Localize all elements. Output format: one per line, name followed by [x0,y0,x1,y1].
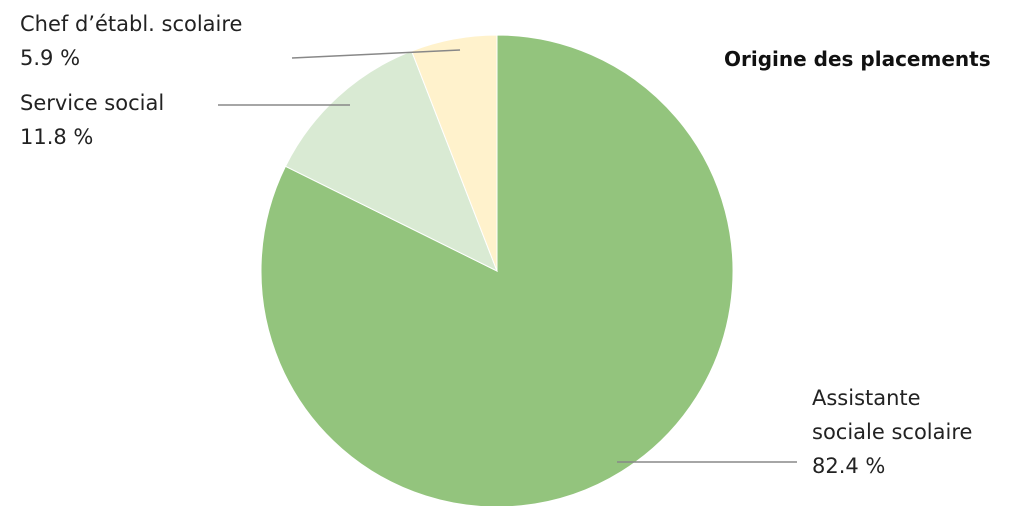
slice-category-label: Assistante [812,386,921,410]
pie-slice-chef-d-tabl-scolaire [410,34,498,272]
slice-value-label: 82.4 % [812,454,885,478]
slice-value-label: 11.8 % [20,125,93,149]
chart-title: Origine des placements [724,47,991,71]
slice-category-label: Chef d’établ. scolaire [20,12,242,36]
slice-category-label: Service social [20,91,164,115]
slice-value-label: 5.9 % [20,46,80,70]
slice-category-label: sociale scolaire [812,420,972,444]
leader-line [291,49,461,59]
pie-slice-service-social [284,50,498,273]
